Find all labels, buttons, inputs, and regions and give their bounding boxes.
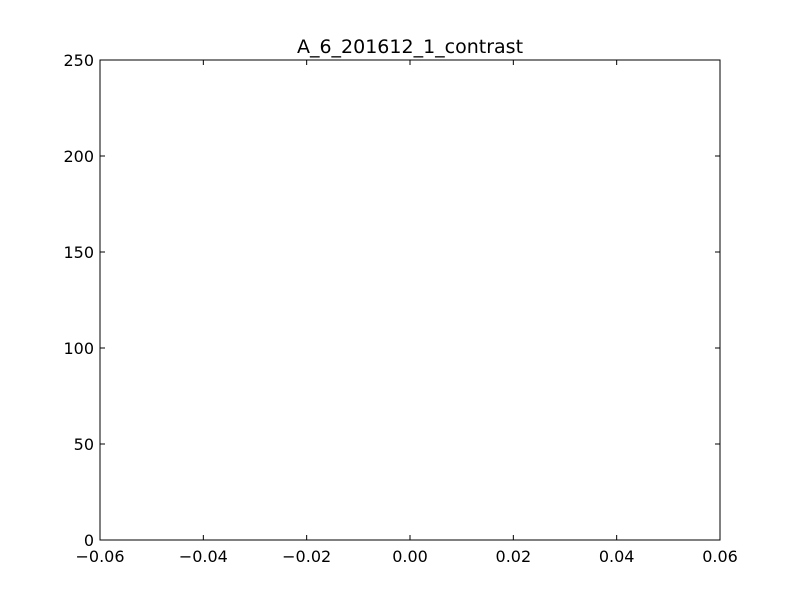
y-tick-label: 200 [63,147,94,166]
x-tick-label: −0.06 [75,547,124,566]
plot-area [99,59,721,541]
y-tick-label: 50 [74,435,94,454]
y-tick-label: 150 [63,243,94,262]
y-tick-label: 250 [63,51,94,70]
x-tick-label: 0.06 [702,547,738,566]
x-tick-label: −0.04 [179,547,228,566]
x-tick-label: 0.02 [496,547,532,566]
x-axis-ticks: −0.06 −0.04 −0.02 0.00 0.02 0.04 0.06 [75,60,738,566]
y-tick-label: 0 [84,531,94,550]
x-tick-label: 0.04 [599,547,635,566]
chart-title: A_6_201612_1_contrast [297,36,523,58]
x-tick-label: −0.02 [282,547,331,566]
y-tick-label: 100 [63,339,94,358]
y-axis-ticks: 0 50 100 150 200 250 [63,51,720,550]
x-tick-label: 0.00 [392,547,428,566]
